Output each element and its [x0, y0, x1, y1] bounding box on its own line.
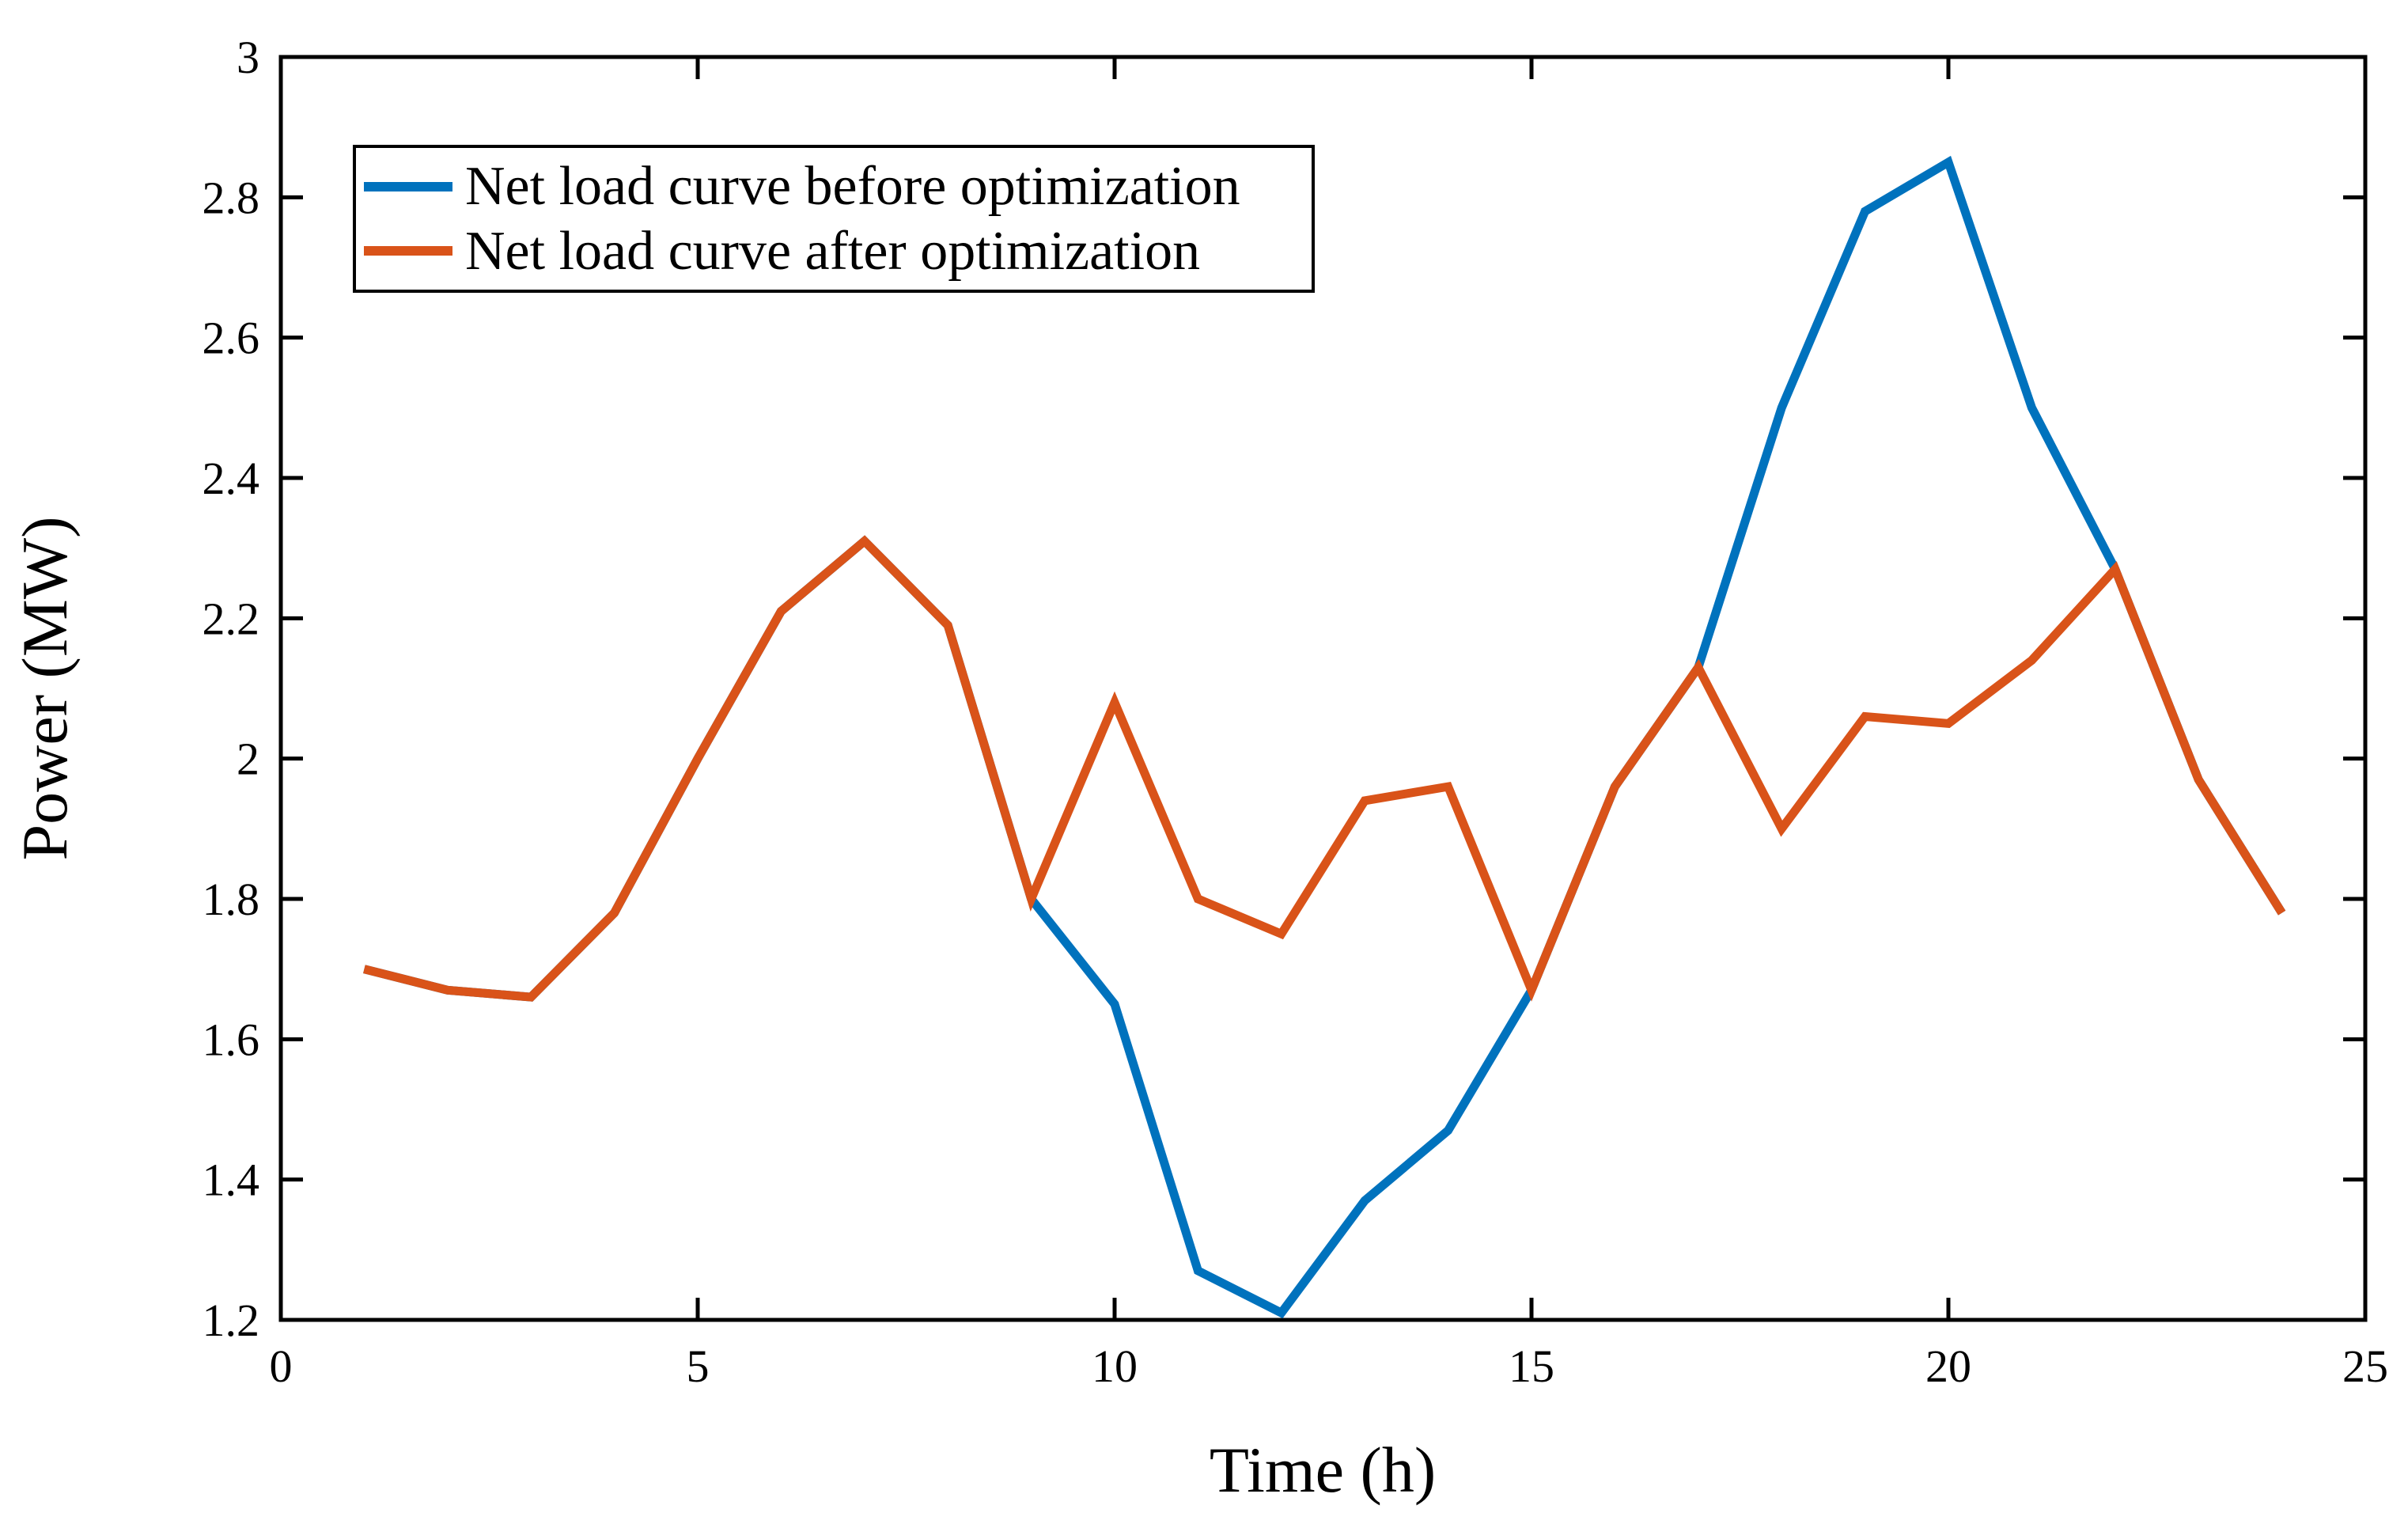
plot-frame: [278, 55, 2368, 1322]
legend-label-before: Net load curve before optimization: [465, 156, 1240, 217]
y-tick-label: 3: [237, 32, 259, 83]
y-tick-label: 2: [237, 734, 259, 785]
legend-item-after: Net load curve after optimization: [356, 222, 1312, 281]
x-tick-label: 5: [687, 1340, 710, 1392]
legend-swatch-before-line: [364, 181, 452, 191]
x-axis-label: Time (h): [1210, 1434, 1436, 1506]
y-axis-label: Power (MW): [9, 517, 81, 861]
x-tick-label: 10: [1092, 1340, 1138, 1392]
legend: Net load curve before optimization Net l…: [353, 145, 1315, 293]
series-line-after: [363, 535, 2286, 1002]
y-tick-label: 2.4: [203, 453, 260, 504]
series-line-before: [363, 155, 2286, 1319]
y-tick-label: 2.2: [203, 593, 260, 644]
legend-label-after: Net load curve after optimization: [465, 220, 1201, 282]
y-tick-label: 1.6: [203, 1014, 260, 1065]
y-tick-label: 1.2: [203, 1295, 260, 1346]
y-tick-label: 1.4: [203, 1155, 260, 1206]
y-tick-label: 2.6: [203, 313, 260, 364]
x-tick-label: 20: [1925, 1340, 1971, 1392]
legend-item-before: Net load curve before optimization: [356, 157, 1312, 216]
y-tick-label: 1.8: [203, 874, 260, 925]
x-tick-label: 25: [2342, 1340, 2388, 1392]
plot-ticks: 0 5 10 15 20 25 1.2 1.4 1.6 1.8 2 2.2 2.4 2.6 2.8 3: [203, 32, 2389, 1392]
y-tick-label: 2.8: [203, 172, 260, 223]
x-tick-label: 0: [270, 1340, 293, 1392]
legend-swatch-after-line: [364, 246, 452, 256]
plot-series: [363, 155, 2286, 1319]
x-tick-label: 15: [1509, 1340, 1554, 1392]
